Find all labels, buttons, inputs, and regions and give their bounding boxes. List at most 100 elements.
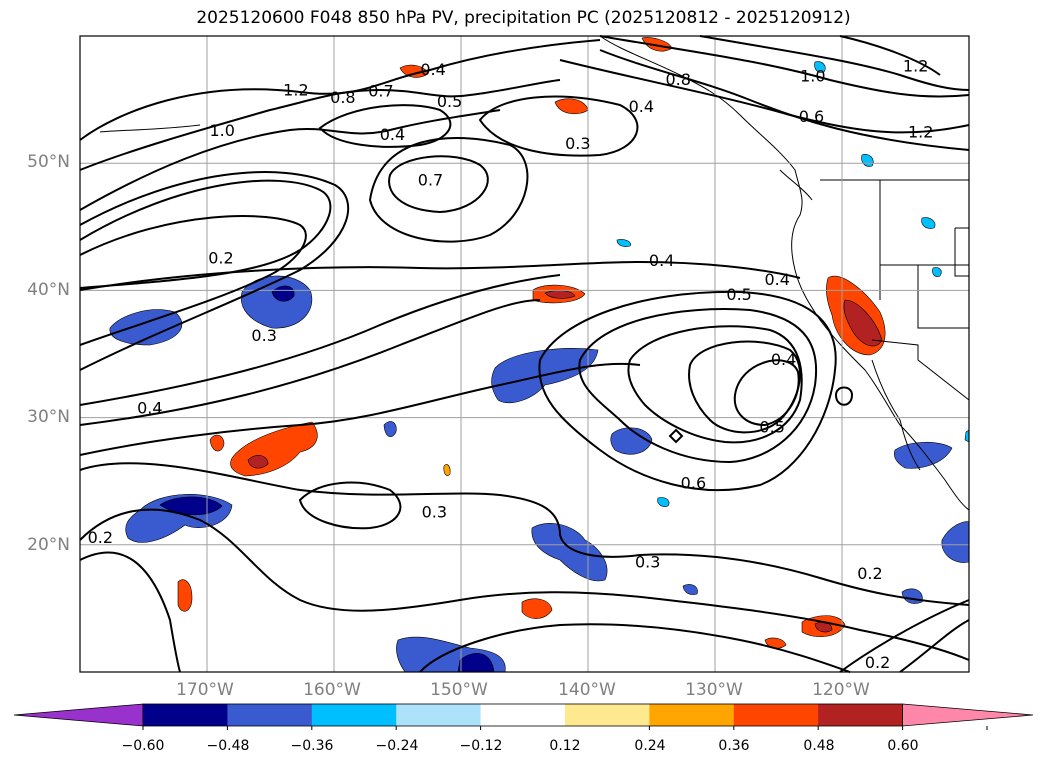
precip-pos-region: [209, 434, 225, 452]
contour-label: 0.4: [771, 350, 796, 369]
pv-contour: [79, 109, 501, 211]
pv-contour: [839, 35, 941, 76]
precip-neg-core: [271, 285, 295, 302]
precip-neg-light: [861, 154, 874, 167]
contour-label: 0.7: [368, 82, 393, 101]
pv-contour: [899, 619, 970, 673]
pv-contour: [578, 308, 818, 464]
contour-label: 0.2: [88, 528, 113, 547]
colorbar-segment: [143, 704, 228, 726]
precip-neg-region: [894, 441, 953, 469]
contour-label: 0.4: [765, 270, 790, 289]
pv-contour: [559, 59, 970, 134]
pv-contour: [733, 359, 800, 427]
lat-label: 50°N: [27, 152, 70, 172]
contour-label: 0.3: [422, 503, 447, 522]
precip-neg-region: [941, 521, 970, 563]
contour-label: 0.5: [759, 418, 784, 437]
precip-neg-light: [657, 497, 670, 507]
pv-contour: [318, 104, 452, 148]
plot-title: 2025120600 F048 850 hPa PV, precipitatio…: [196, 8, 851, 28]
pv-contour: [368, 137, 529, 243]
precip-shading: [109, 37, 970, 673]
precip-neg-region: [610, 427, 653, 455]
contour-label: 0.4: [629, 97, 654, 116]
contour-label: 0.2: [208, 248, 233, 267]
contour-label: 0.6: [799, 107, 824, 126]
map-frame: [79, 35, 970, 673]
contour-label: 1.2: [908, 122, 933, 141]
precip-neg-light: [814, 61, 826, 73]
pv-contour: [478, 95, 639, 157]
contour-label: 0.4: [380, 125, 405, 144]
contour-label: 0.4: [137, 398, 162, 417]
pv-contour: [79, 79, 561, 171]
contour-label: 0.5: [437, 92, 462, 111]
colorbar-tick-label: 0.12: [549, 738, 581, 754]
pv-contour: [79, 179, 332, 289]
pv-contour: [79, 171, 350, 371]
precip-neg-region: [383, 421, 397, 438]
precip-pos-region: [177, 579, 193, 612]
pv-contour: [298, 481, 402, 530]
colorbar-segment: [480, 704, 566, 726]
lat-label: 30°N: [27, 407, 70, 427]
contour-label: 1.0: [210, 121, 235, 140]
colorbar-segment: [565, 704, 650, 726]
colorbar-tick-label: 0.36: [718, 738, 750, 754]
colorbar-segment: [649, 704, 735, 726]
colorbar-segment: [227, 704, 313, 726]
colorbar-tick-label: −0.36: [290, 738, 334, 754]
pv-contour: [79, 508, 970, 661]
contour-label: 0.3: [565, 134, 590, 153]
precip-pos-region: [399, 64, 429, 78]
pv-contours: [79, 35, 970, 673]
precip-neg-region: [109, 309, 183, 346]
colorbar-tick-label: −0.12: [459, 738, 503, 754]
contour-label: 0.2: [865, 653, 890, 672]
contour-labels: 1.2 0.8 0.7 0.4 0.5 1.0 0.4 0.7 0.3 0.4 0.8 1.0 0.6 1…: [88, 56, 934, 672]
precip-pos-core: [843, 299, 883, 347]
precip-pos-light: [443, 464, 451, 476]
contour-label: 1.0: [800, 66, 825, 85]
pv-contour: [79, 551, 181, 673]
contour-label: 0.4: [420, 60, 445, 79]
contour-label: 0.5: [726, 285, 751, 304]
colorbar-tick-label: −0.60: [121, 738, 165, 754]
precip-neg-light: [616, 239, 631, 247]
pv-contour: [627, 325, 803, 444]
lon-label: 120°W: [812, 680, 870, 700]
colorbar-segment: [818, 704, 904, 726]
pv-contour: [834, 386, 854, 406]
contour-label: 1.2: [903, 56, 928, 75]
contour-label: 0.7: [418, 171, 443, 190]
contour-label: 0.6: [681, 473, 706, 492]
pv-contour: [79, 362, 641, 456]
coastlines: [99, 35, 970, 511]
lat-label: 40°N: [27, 280, 70, 300]
colorbar-tick-label: −0.48: [206, 738, 250, 754]
colorbar-segment: [396, 704, 482, 726]
lon-label: 150°W: [430, 680, 488, 700]
colorbar-tick-label: −0.24: [375, 738, 419, 754]
pv-contour: [538, 290, 837, 492]
pv-contour: [668, 428, 684, 444]
colorbar-segment: [311, 704, 397, 726]
colorbar-tick-label: 0.60: [887, 738, 919, 754]
precip-neg-light: [932, 267, 942, 277]
colorbar: [13, 703, 1034, 730]
contour-label: 0.3: [251, 326, 276, 345]
colorbar-frame: [142, 703, 903, 727]
precip-neg-light: [921, 217, 936, 229]
precip-neg-region: [531, 523, 608, 582]
lon-label: 160°W: [303, 680, 361, 700]
pv-contour: [388, 155, 489, 214]
pv-contour: [79, 462, 970, 606]
pv-contour: [419, 623, 851, 673]
lon-label: 170°W: [176, 680, 234, 700]
contour-label: 0.8: [330, 88, 355, 107]
contour-label: 0.8: [665, 70, 690, 89]
pv-contour: [79, 215, 307, 346]
contour-label: 0.4: [649, 251, 674, 270]
